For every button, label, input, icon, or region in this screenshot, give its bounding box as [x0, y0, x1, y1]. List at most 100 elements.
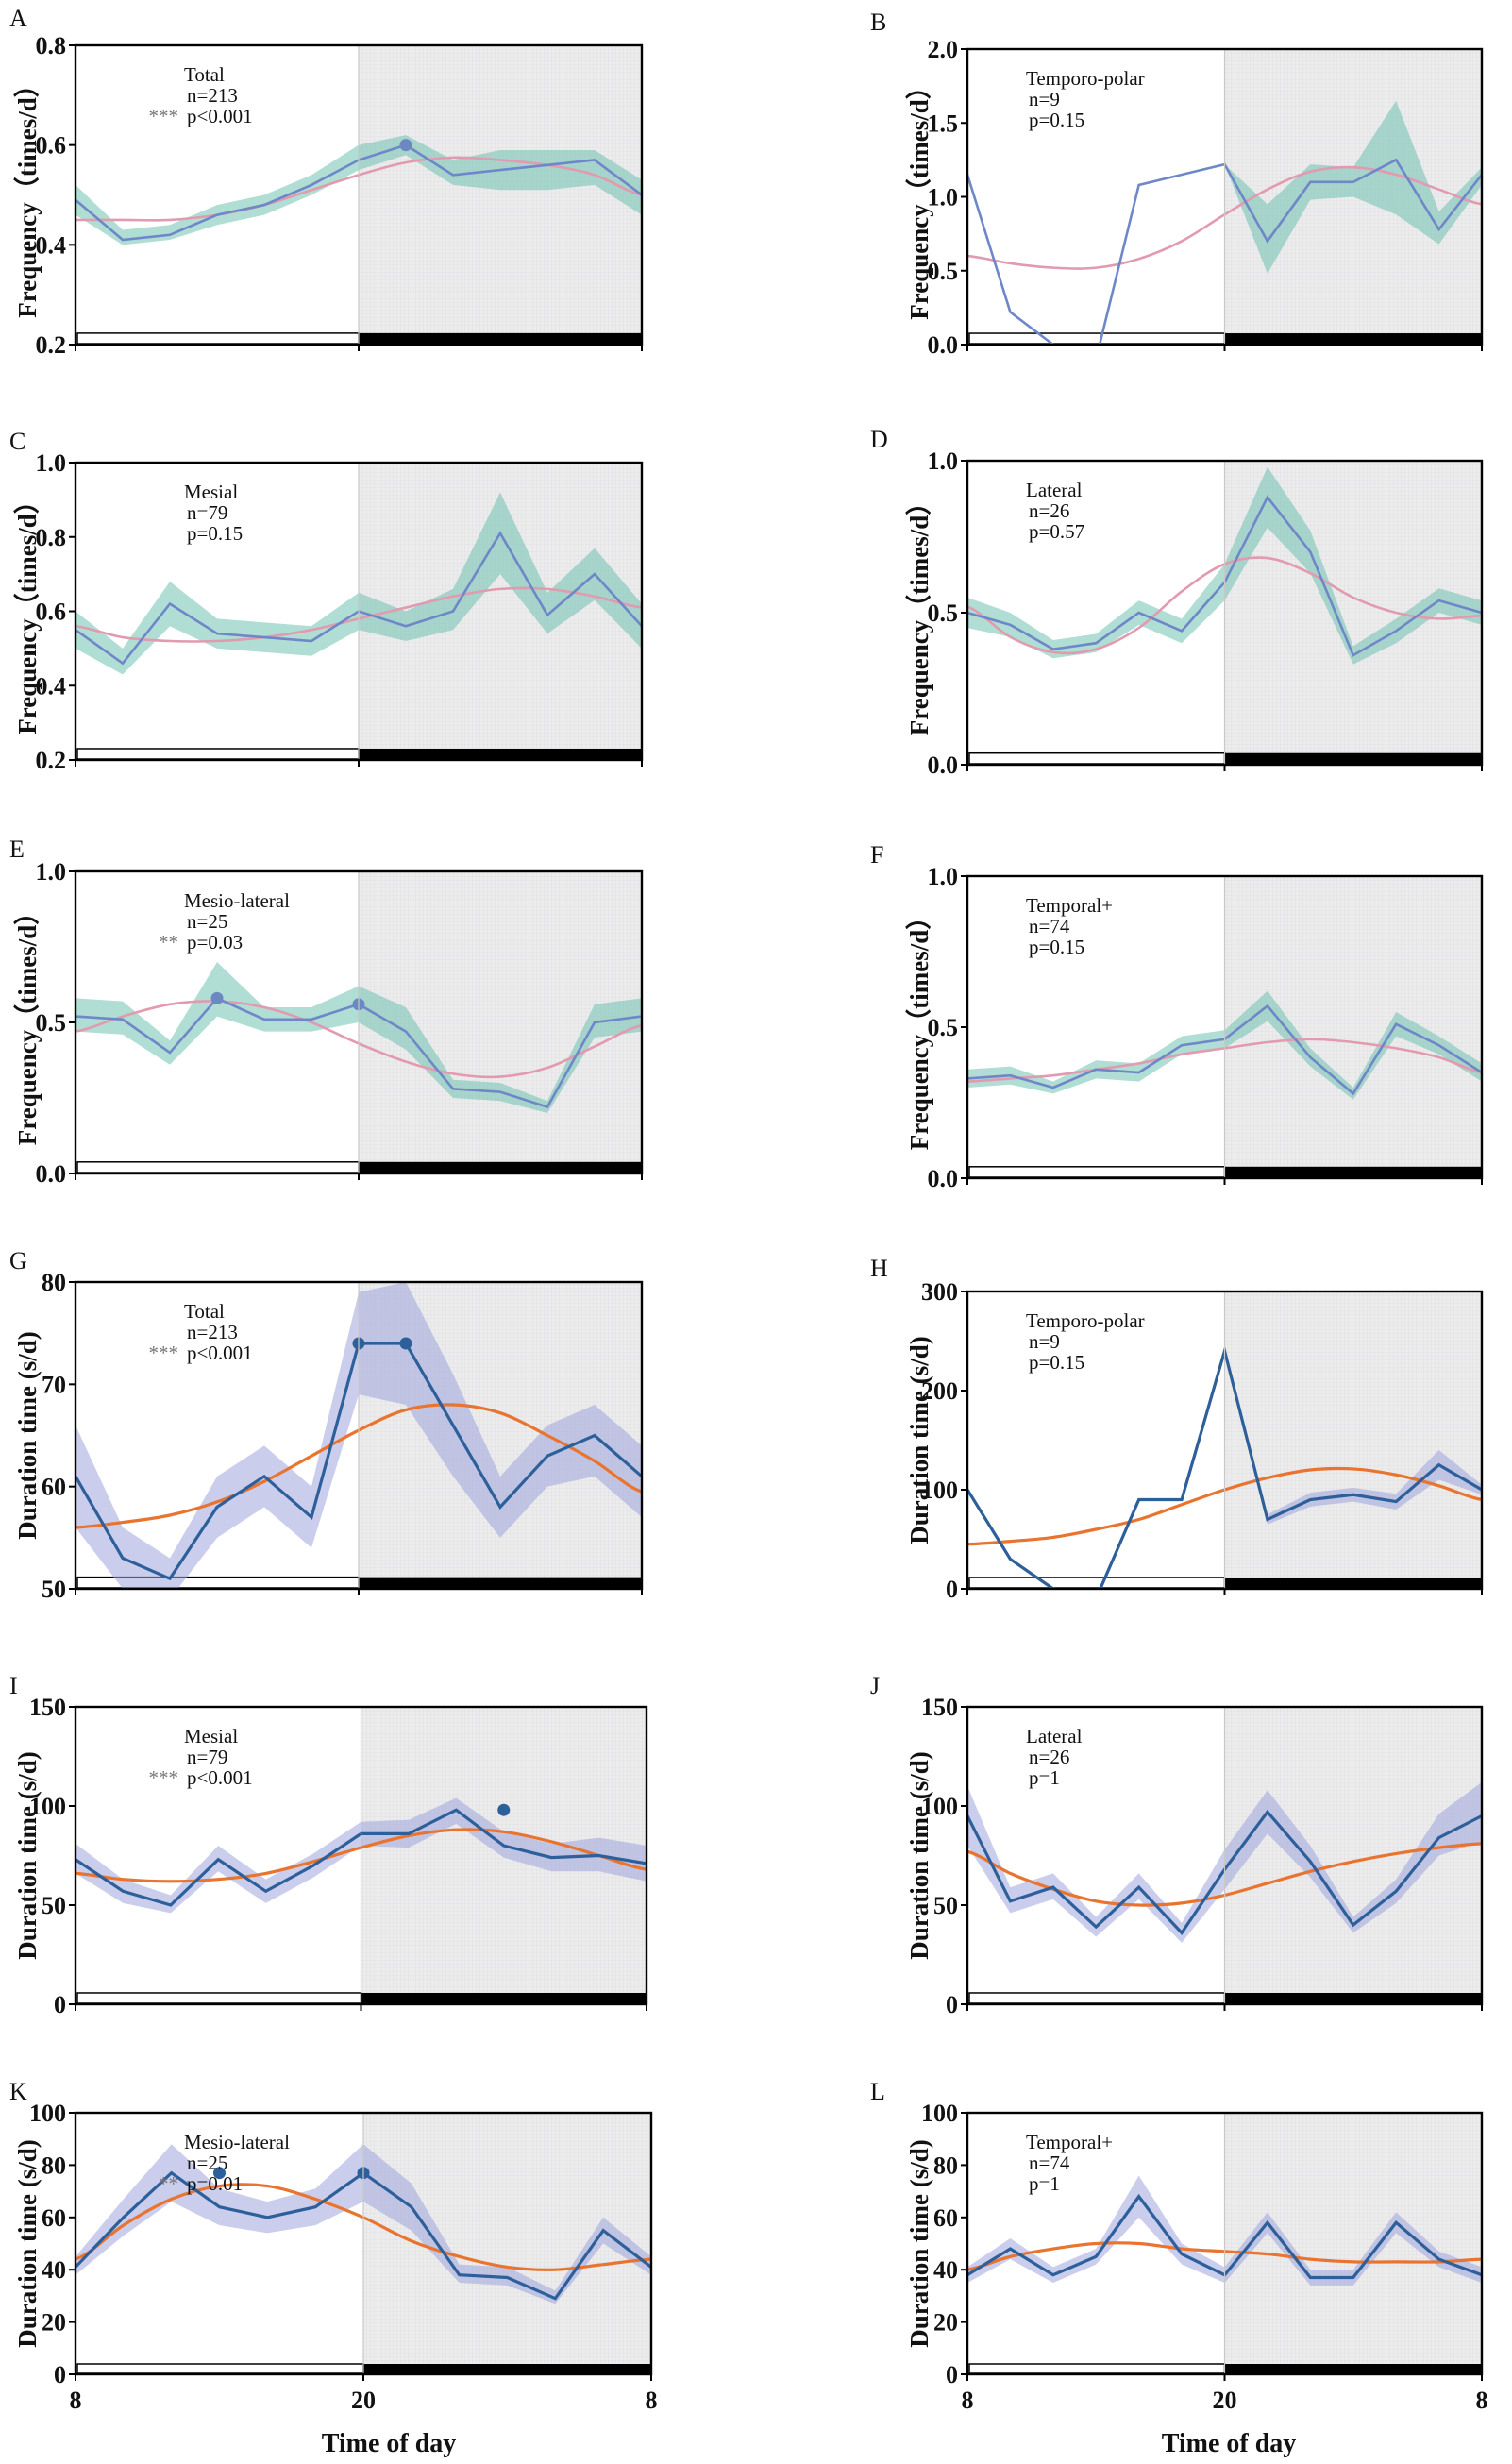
y-tick-label: 0.0: [36, 1160, 67, 1188]
y-tick-label: 50: [42, 1892, 66, 1919]
y-axis-title: Duration time (s/d): [905, 1751, 933, 1959]
annotation-line: n=79: [187, 501, 227, 524]
x-tick-label: 20: [351, 2387, 376, 2414]
panel-letter: C: [9, 428, 25, 455]
y-tick-label: 1.0: [36, 858, 67, 886]
error-band: [76, 1282, 642, 1589]
night-bar: [359, 332, 641, 344]
night-shading: [359, 45, 642, 345]
y-tick-label: 150: [29, 1694, 66, 1721]
y-tick-label: 0.8: [36, 524, 67, 551]
peak-point: [210, 991, 224, 1004]
annotation-line: p=1: [1029, 2172, 1060, 2195]
annotation-line: p<0.001: [187, 1766, 253, 1789]
panel-letter: J: [870, 1672, 880, 1699]
y-tick-label: 300: [921, 1278, 958, 1306]
panel-l: 0 20 40 60 80 100 8 20 8 Duration time (s/d) L Temp…: [870, 2078, 1488, 2414]
annotation-line: Mesio-lateral: [184, 889, 290, 912]
y-tick-label: 1.5: [928, 110, 959, 137]
y-tick-label: 80: [42, 2152, 66, 2179]
day-bar: [76, 1161, 360, 1173]
annotation-line: Mesio-lateral: [184, 2131, 290, 2153]
annotation-line: Mesial: [184, 481, 238, 503]
y-tick-label: 0: [946, 1576, 958, 1603]
y-axis-title: Duration time (s/d): [905, 1336, 933, 1544]
night-bar: [359, 1161, 641, 1173]
panel-letter: I: [9, 1672, 18, 1699]
panel-f: 0.0 0.5 1.0 Frequency（times/d） F Temporal+n=7…: [870, 841, 1484, 1192]
day-bar: [968, 1992, 1226, 2004]
night-bar: [359, 1577, 641, 1588]
y-tick-label: 20: [42, 2309, 66, 2337]
day-bar: [968, 1577, 1226, 1589]
annotation-line: p=0.15: [1029, 936, 1084, 958]
y-tick-label: 0.4: [36, 672, 67, 700]
annotation-line: n=9: [1029, 88, 1060, 110]
panel-letter: B: [870, 8, 886, 36]
y-tick-label: 150: [921, 1694, 958, 1721]
y-axis-title: Duration time (s/d): [13, 2139, 42, 2347]
y-tick-label: 0.0: [928, 331, 959, 359]
day-bar: [76, 2363, 364, 2374]
day-bar: [968, 751, 1226, 765]
panel-a: 0.2 0.4 0.6 0.8 Frequency（times/d） A Totaln=21…: [9, 5, 644, 359]
significance-stars: ***: [149, 1342, 179, 1364]
y-tick-label: 0.6: [36, 132, 67, 160]
y-tick-label: 50: [42, 1576, 66, 1603]
y-axis-title: Duration time (s/d): [13, 1751, 42, 1959]
panel-d: 0.0 0.5 1.0 Frequency（times/d） D Lateraln=26p…: [870, 426, 1484, 779]
y-tick-label: 0.8: [36, 32, 67, 59]
panel-i: 0 50 100 150 Duration time (s/d) I Mesialn=79p…: [9, 1672, 648, 2018]
annotation-line: n=25: [187, 910, 227, 933]
y-tick-label: 0: [54, 1991, 66, 2018]
night-bar: [1224, 1577, 1481, 1588]
y-axis-title: Frequency（times/d）: [13, 72, 42, 317]
annotation-line: p=0.15: [1029, 109, 1084, 131]
error-band: [76, 1797, 647, 1914]
y-tick-label: 1.0: [36, 449, 67, 477]
significance-stars: **: [159, 2172, 178, 2195]
annotation-line: p=1: [1029, 1766, 1060, 1789]
annotation-line: n=25: [187, 2152, 227, 2174]
y-axis-title: Duration time (s/d): [13, 1331, 42, 1539]
panel-letter: H: [870, 1255, 888, 1282]
y-tick-label: 1.0: [928, 447, 959, 475]
annotation-line: p=0.15: [187, 522, 243, 545]
error-band: [76, 135, 642, 245]
annotation-line: p=0.57: [1029, 520, 1084, 543]
x-axis-title-left: Time of day: [322, 2429, 457, 2458]
y-tick-label: 0: [946, 2361, 958, 2388]
annotation-line: n=213: [187, 84, 238, 107]
panel-letter: A: [9, 5, 27, 32]
y-tick-label: 100: [29, 1793, 66, 1820]
annotation-line: Total: [184, 1300, 225, 1323]
day-bar: [968, 332, 1226, 345]
y-tick-label: 0.4: [36, 231, 67, 259]
y-tick-label: 0.5: [36, 1009, 67, 1037]
y-axis-title: Frequency（times/d）: [905, 904, 933, 1150]
annotation-line: Temporal+: [1026, 2131, 1113, 2153]
panel-k: 0 20 40 60 80 100 8 20 8 Duration time (s/d) K Mesi…: [9, 2078, 658, 2414]
annotation-line: n=9: [1029, 1330, 1060, 1353]
y-tick-label: 0: [946, 1991, 958, 2018]
night-bar: [1224, 2364, 1481, 2373]
y-tick-label: 0.5: [928, 1014, 959, 1041]
annotation-line: Mesial: [184, 1725, 238, 1747]
panel-letter: E: [9, 835, 25, 863]
peak-point: [497, 1803, 511, 1816]
panel-g: 50 60 70 80 Duration time (s/d) G Totaln=213p<…: [9, 1247, 644, 1603]
day-bar: [968, 1166, 1226, 1178]
annotation-line: n=213: [187, 1321, 238, 1343]
annotation-line: Temporo-polar: [1026, 67, 1145, 90]
significance-stars: ***: [149, 105, 179, 127]
peak-point: [399, 1337, 412, 1350]
y-tick-label: 40: [933, 2256, 958, 2284]
y-tick-label: 0.2: [36, 747, 67, 774]
night-bar: [1224, 752, 1481, 764]
y-axis-title: Frequency（times/d）: [13, 900, 42, 1145]
y-tick-label: 60: [42, 2204, 66, 2232]
y-tick-label: 0.0: [928, 751, 959, 779]
y-tick-label: 60: [42, 1474, 66, 1501]
annotation-line: p<0.001: [187, 1342, 253, 1364]
y-axis-title: Duration time (s/d): [905, 2139, 933, 2347]
